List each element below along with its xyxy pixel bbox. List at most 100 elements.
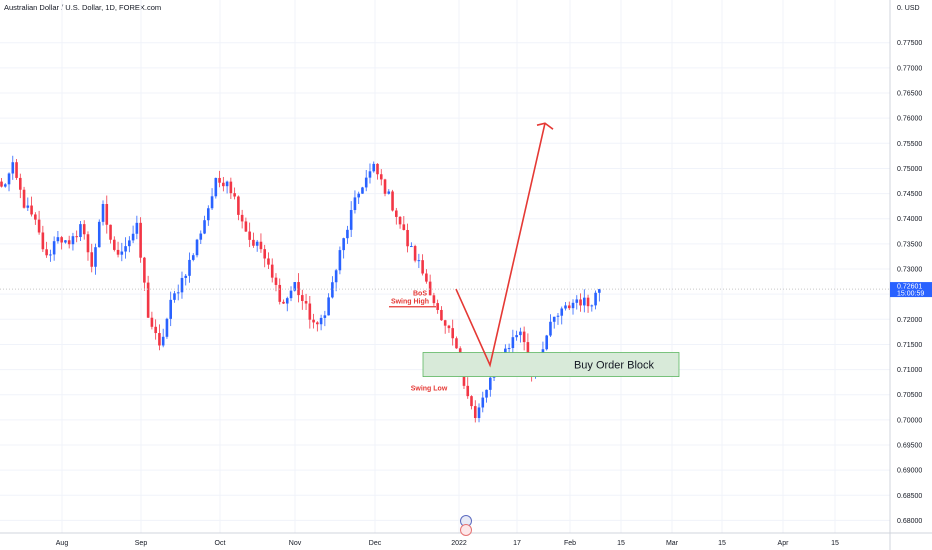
candle-body [60, 237, 63, 243]
candle-body [240, 214, 244, 222]
price-tick-label: 0.73000 [897, 267, 922, 274]
projection-path[interactable] [455, 123, 546, 368]
candle-body [90, 252, 94, 267]
candle-body [511, 337, 515, 349]
swing-low-label: Swing Low [411, 386, 448, 393]
candle-body [425, 273, 428, 282]
order-block-label: Buy Order Block [574, 360, 655, 372]
candle-body [120, 251, 124, 255]
candle-body [67, 240, 71, 245]
order-block-zone[interactable] [422, 352, 680, 377]
candle-body [252, 239, 255, 246]
candle-body [11, 162, 15, 174]
candle-body [34, 214, 37, 220]
time-tick-label: Apr [778, 540, 790, 547]
price-tick-label: 0.70500 [897, 392, 922, 399]
last-price-badge [890, 282, 932, 298]
price-tick-label: 0.73500 [897, 241, 922, 248]
candle-body [575, 299, 579, 303]
candle-body [79, 224, 82, 238]
candle-body [357, 193, 360, 198]
candle-body [180, 277, 184, 293]
price-tick-label: 0.68500 [897, 493, 922, 500]
candle-body [75, 236, 78, 238]
candle-body [143, 257, 146, 283]
candle-body [37, 219, 41, 233]
candle-body [421, 260, 424, 274]
candle-body [124, 246, 127, 252]
candle-body [173, 293, 176, 300]
time-tick-label: Dec [369, 540, 382, 547]
candle-body [323, 315, 327, 318]
price-tick-label: 0.71500 [897, 342, 922, 349]
candle-body [128, 240, 131, 247]
candle-body [285, 298, 289, 304]
economic-event-icon[interactable] [460, 524, 472, 536]
candle-body [361, 187, 364, 194]
candle-body [233, 193, 236, 197]
candle-body [560, 308, 564, 316]
candle-body [349, 210, 353, 230]
candle-body [71, 236, 75, 245]
symbol-title: Australian Dollar / U.S. Dollar, 1D, FOR… [4, 3, 162, 12]
candle-body [402, 224, 406, 230]
candle-body [282, 301, 285, 304]
candle-body [45, 249, 48, 256]
candle-body [586, 297, 590, 307]
candle-body [331, 282, 334, 298]
candle-body [109, 224, 112, 240]
candle-body [455, 338, 458, 349]
candle-body [342, 238, 345, 251]
candle-body [184, 275, 188, 278]
candle-body [327, 297, 330, 316]
price-tick-label: 0.70000 [897, 417, 922, 424]
price-tick-label: 0.77500 [897, 40, 922, 47]
candle-body [564, 305, 567, 309]
price-tick-label: 0.69000 [897, 468, 922, 475]
candle-body [432, 295, 436, 304]
candle-body [398, 216, 402, 225]
last-price-value: 0.72601 [897, 284, 922, 291]
swing-high-label: Swing High [391, 299, 429, 306]
candle-body [552, 316, 556, 322]
candle-body [131, 233, 135, 241]
candle-body [214, 177, 218, 197]
candle-body [116, 249, 120, 255]
candle-body [304, 301, 308, 304]
time-tick-label: Oct [215, 540, 226, 547]
candle-body [176, 292, 180, 294]
time-tick-label: Aug [56, 540, 69, 547]
candle-body [440, 309, 443, 321]
candle-body [519, 331, 522, 336]
price-tick-label: 0.71000 [897, 367, 922, 374]
candle-body [237, 196, 240, 215]
candle-body [489, 377, 492, 390]
candle-body [191, 255, 195, 260]
price-tick-label: 0.74500 [897, 191, 922, 198]
candle-body [406, 229, 409, 247]
candle-body [436, 303, 439, 310]
candle-body [466, 385, 470, 397]
candle-body [590, 305, 594, 307]
candle-body [15, 162, 18, 178]
candle-body [218, 177, 221, 183]
currency-label: 0. USD [897, 5, 920, 12]
candle-body [410, 246, 413, 248]
candle-body [417, 260, 421, 262]
candle-body [64, 240, 67, 243]
candle-body [470, 396, 473, 407]
candle-body [451, 328, 454, 339]
candle-body [353, 197, 357, 211]
candle-body [30, 205, 33, 215]
time-tick-label: Feb [564, 540, 576, 547]
candle-body [289, 290, 293, 299]
time-tick-label: 15 [831, 540, 839, 547]
candle-body [507, 348, 511, 350]
candle-body [274, 277, 278, 285]
time-tick-label: 17 [513, 540, 521, 547]
candle-body [259, 241, 263, 250]
candle-body [485, 389, 488, 398]
candle-body [139, 222, 142, 258]
